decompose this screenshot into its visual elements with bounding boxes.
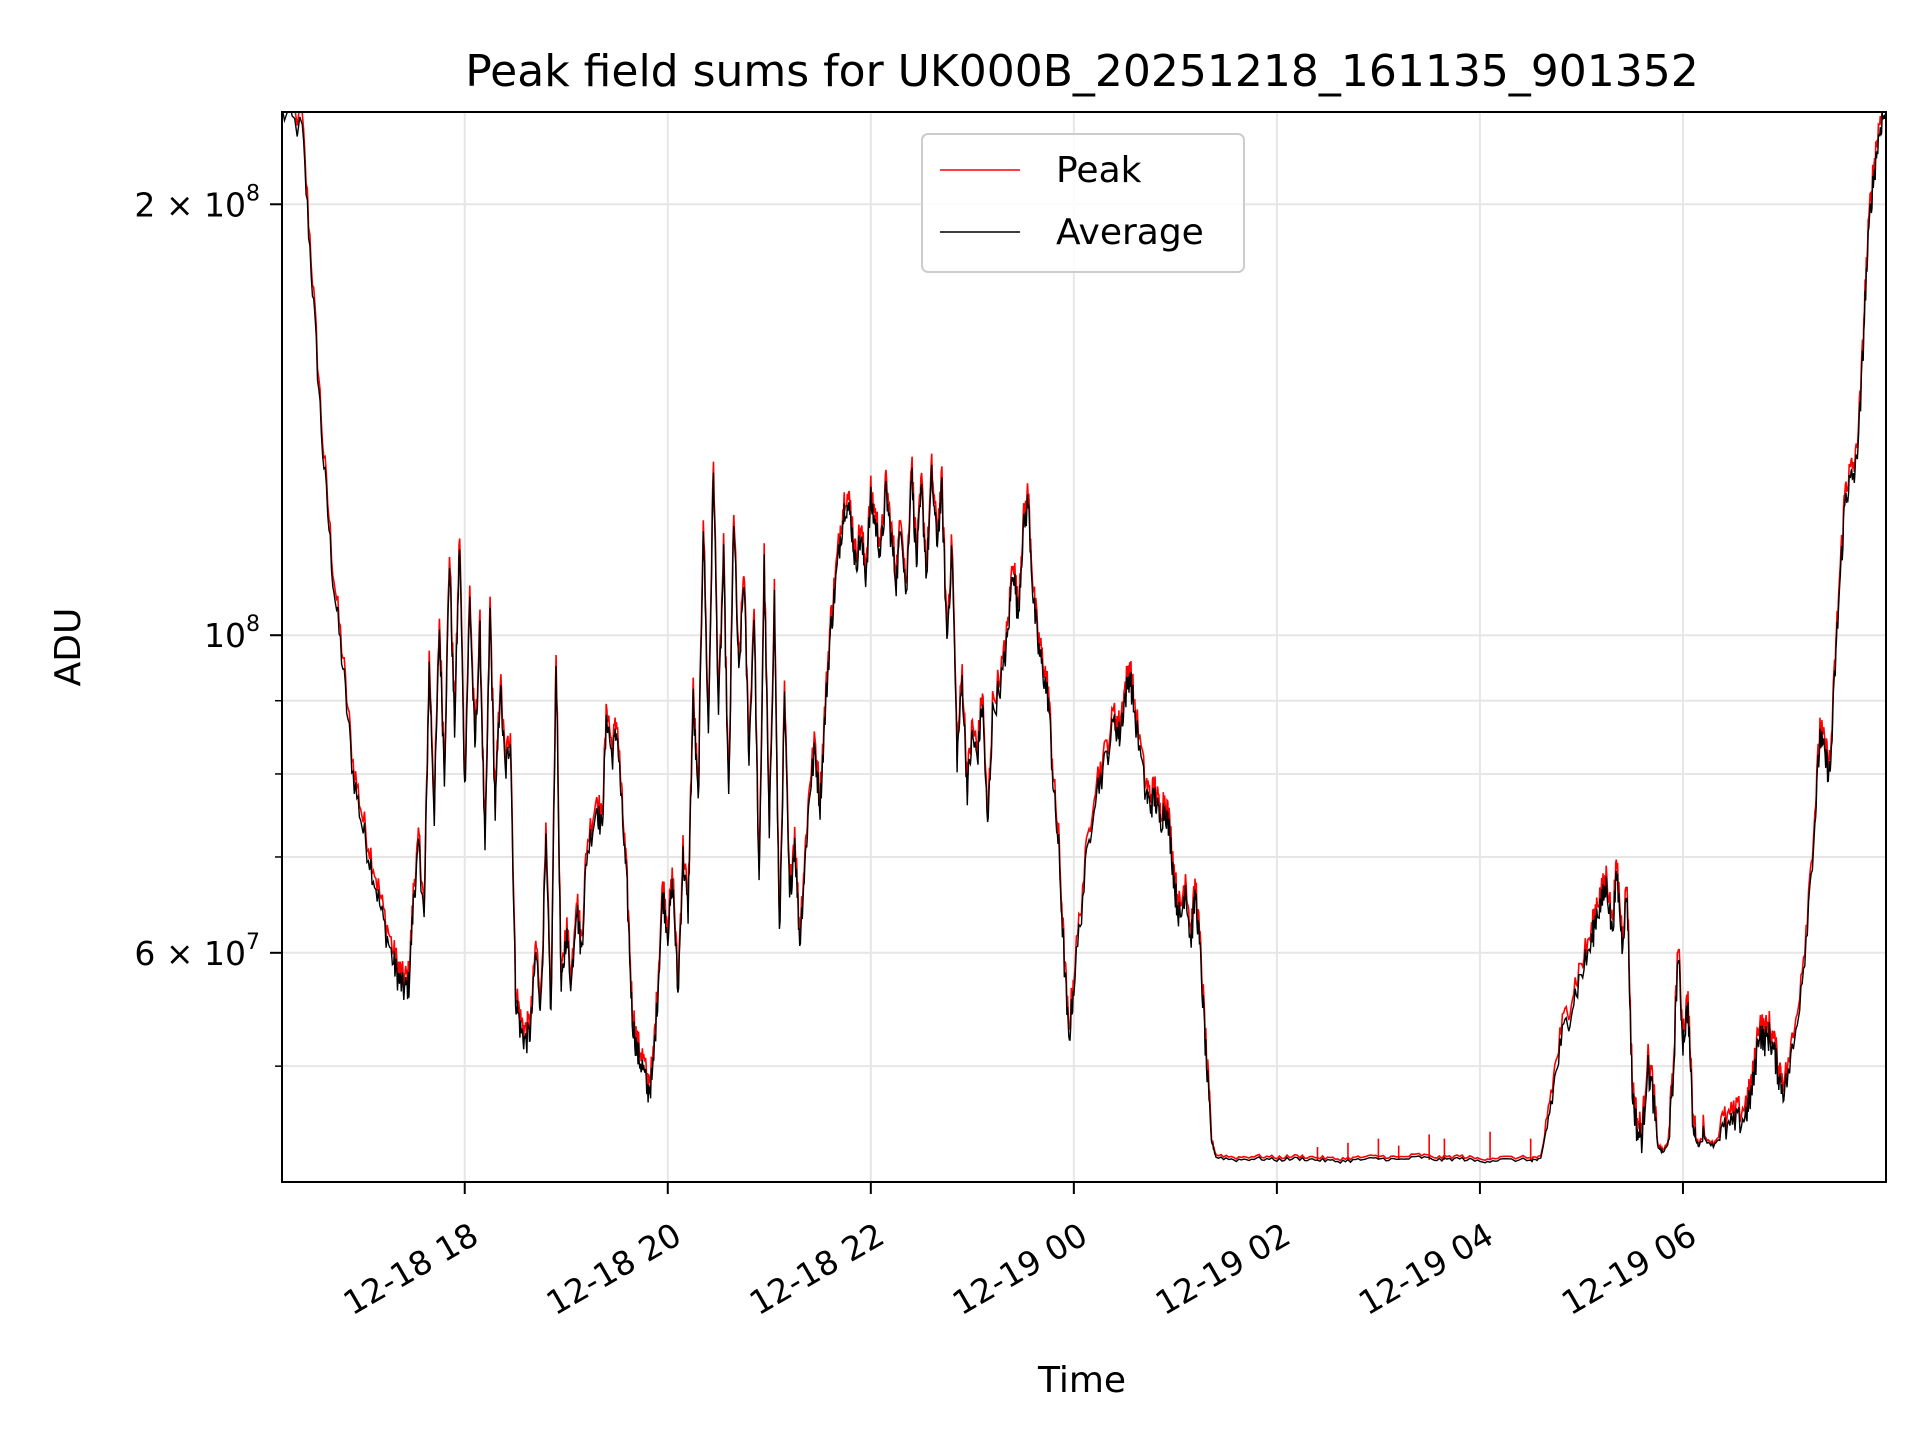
plot-frame [281, 111, 1887, 1183]
y-tick-label-0: 6 × 107 [134, 930, 260, 973]
legend: Peak Average [921, 133, 1245, 273]
x-axis-label: Time [1037, 1360, 1126, 1401]
legend-peak-label: Peak [1056, 150, 1142, 191]
y-tick-label-2: 2 × 108 [134, 181, 260, 224]
legend-average-label: Average [1056, 212, 1204, 253]
y-axis-label: ADU [48, 608, 89, 687]
series-line-average [282, 112, 1886, 1165]
chart-title: Peak field sums for UK000B_20251218_1611… [465, 46, 1699, 97]
series-layer [282, 112, 1886, 1165]
legend-box [921, 133, 1245, 273]
y-tick-label-1: 108 [204, 612, 260, 655]
y-axis: 6 × 107 108 2 × 108 [134, 181, 282, 1067]
